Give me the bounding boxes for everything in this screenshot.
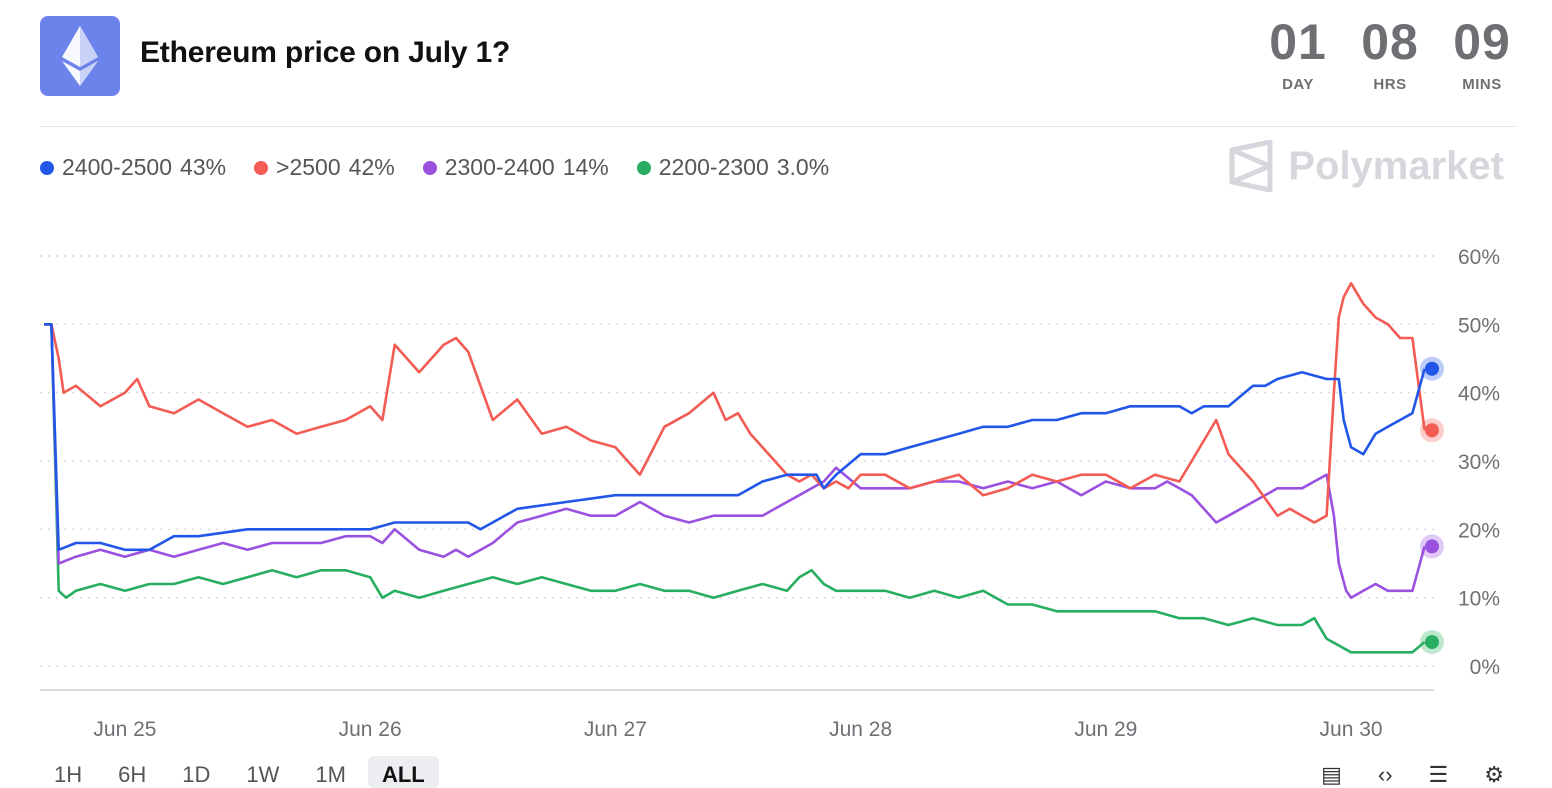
ethereum-logo-icon — [40, 16, 120, 96]
x-tick-label: Jun 30 — [1320, 718, 1383, 741]
countdown-timer: 01 DAY 08 HRS 09 MINS — [1264, 14, 1516, 93]
time-range-selector: 1H 6H 1D 1W 1M ALL — [40, 756, 439, 788]
settings-list-icon[interactable]: ☰ — [1428, 762, 1449, 787]
y-tick-label: 60% — [1458, 246, 1500, 269]
y-tick-label: 0% — [1470, 656, 1500, 679]
series-end-point — [1425, 539, 1439, 554]
series-line-2400-2500 — [44, 323, 1426, 552]
y-tick-label: 20% — [1458, 519, 1500, 542]
chart-legend: 2400-2500 43% >2500 42% 2300-2400 14% 22… — [40, 154, 829, 181]
y-tick-label: 10% — [1458, 588, 1500, 611]
range-button-1d[interactable]: 1D — [182, 762, 211, 787]
header: Ethereum price on July 1? 01 DAY 08 HRS … — [0, 0, 1552, 128]
polymarket-logo-icon — [1229, 140, 1273, 192]
series-line-2300-2400 — [44, 323, 1426, 599]
legend-series-name: >2500 — [276, 154, 341, 180]
price-chart[interactable]: 0% 10% 20% 30% 40% 50% 60% Jun 25 Jun 26 Jun 27 Ju… — [0, 200, 1552, 756]
y-tick-label: 40% — [1458, 383, 1500, 406]
series-line--2500 — [44, 282, 1426, 524]
legend-series-name: 2200-2300 — [658, 154, 769, 180]
countdown-minutes-value: 09 — [1453, 14, 1511, 70]
series-end-point — [1425, 423, 1439, 438]
legend-series-value: 3.0% — [776, 154, 830, 180]
range-button-all[interactable]: ALL — [367, 756, 439, 788]
y-tick-label: 30% — [1458, 451, 1500, 474]
legend-item-above-2500[interactable]: >2500 42% — [254, 154, 395, 181]
series-line-2200-2300 — [44, 323, 1426, 654]
series-end-point — [1425, 361, 1439, 376]
legend-series-name: 2300-2400 — [444, 154, 555, 180]
countdown-minutes-label: MINS — [1462, 76, 1502, 93]
countdown-hours-value: 08 — [1361, 14, 1419, 70]
legend-item-2200-2300[interactable]: 2200-2300 3.0% — [636, 154, 830, 181]
series-end-point — [1425, 635, 1439, 650]
chart-tools: ▤ ‹› ☰ ⚙ — [1321, 762, 1504, 788]
countdown-days: 01 DAY — [1264, 14, 1332, 93]
legend-dot-purple — [422, 160, 437, 175]
legend-item-2400-2500[interactable]: 2400-2500 43% — [40, 154, 226, 181]
x-tick-label: Jun 27 — [584, 718, 647, 741]
y-tick-label: 50% — [1458, 314, 1500, 337]
gear-icon[interactable]: ⚙ — [1484, 762, 1504, 787]
document-icon[interactable]: ▤ — [1321, 762, 1342, 787]
legend-series-value: 42% — [348, 154, 395, 180]
code-icon[interactable]: ‹› — [1377, 762, 1393, 787]
legend-dot-green — [636, 160, 651, 175]
x-tick-label: Jun 25 — [93, 718, 156, 741]
countdown-days-value: 01 — [1269, 14, 1327, 70]
legend-dot-blue — [40, 160, 54, 175]
x-tick-label: Jun 28 — [829, 718, 892, 741]
legend-item-2300-2400[interactable]: 2300-2400 14% — [422, 154, 609, 181]
countdown-minutes: 09 MINS — [1448, 14, 1516, 93]
countdown-days-label: DAY — [1282, 76, 1314, 93]
legend-series-name: 2400-2500 — [62, 154, 172, 180]
legend-series-value: 14% — [562, 154, 609, 180]
x-tick-label: Jun 26 — [339, 718, 402, 741]
range-button-1m[interactable]: 1M — [315, 762, 346, 787]
header-divider — [40, 126, 1516, 127]
x-tick-label: Jun 29 — [1074, 718, 1137, 741]
page-title: Ethereum price on July 1? — [140, 36, 511, 69]
legend-series-value: 43% — [180, 154, 227, 180]
range-button-1h[interactable]: 1H — [54, 762, 83, 787]
range-button-6h[interactable]: 6H — [118, 762, 147, 787]
countdown-hours: 08 HRS — [1356, 14, 1424, 93]
countdown-hours-label: HRS — [1373, 76, 1407, 93]
legend-dot-red — [254, 160, 269, 175]
polymarket-brand-name: Polymarket — [1288, 143, 1504, 188]
polymarket-watermark: Polymarket — [1228, 140, 1504, 192]
range-button-1w[interactable]: 1W — [246, 762, 280, 787]
